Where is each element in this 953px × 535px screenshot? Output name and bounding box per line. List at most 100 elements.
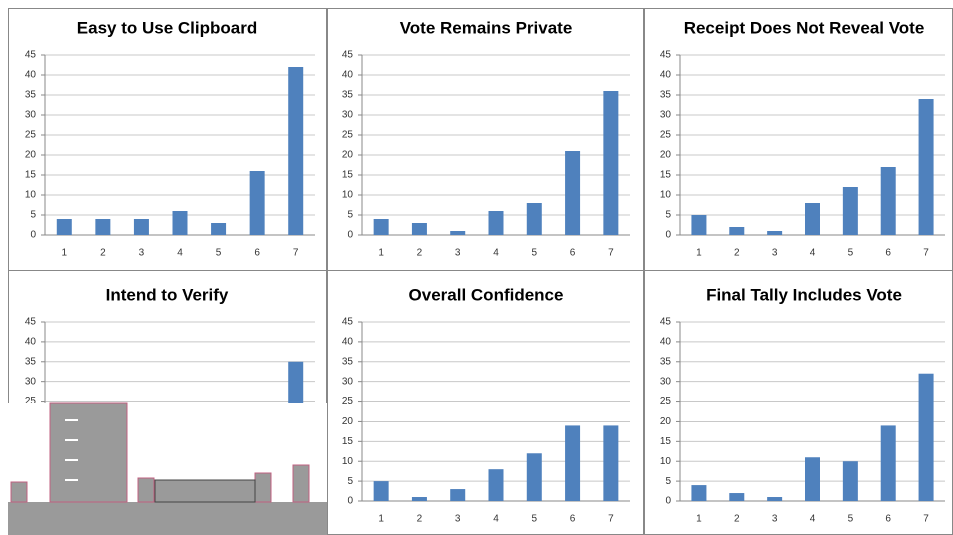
bar	[729, 493, 745, 501]
bar	[767, 497, 783, 501]
x-tick-label: 3	[772, 248, 778, 259]
y-tick-label: 10	[660, 456, 672, 467]
x-tick-label: 3	[455, 514, 461, 525]
bar	[411, 497, 427, 501]
y-tick-label: 5	[665, 210, 671, 221]
bar	[880, 167, 896, 235]
y-tick-label: 40	[342, 337, 354, 348]
y-tick-label: 10	[342, 456, 354, 467]
panel-border	[644, 8, 953, 271]
bar	[488, 211, 504, 235]
y-tick-label: 5	[30, 210, 36, 221]
x-tick-label: 6	[570, 248, 576, 259]
chart-title: Receipt Does Not Reveal Vote	[684, 18, 925, 37]
y-tick-label: 45	[342, 50, 354, 61]
x-tick-label: 4	[493, 514, 499, 525]
chart-title: Intend to Verify	[106, 285, 229, 304]
x-tick-label: 4	[810, 248, 816, 259]
y-tick-label: 15	[25, 170, 37, 181]
y-tick-label: 30	[660, 110, 672, 121]
x-tick-label: 7	[923, 514, 929, 525]
overlay-frame	[49, 402, 128, 503]
y-tick-label: 45	[660, 317, 672, 328]
y-tick-label: 10	[660, 190, 672, 201]
y-tick-label: 25	[660, 130, 672, 141]
bar	[373, 481, 389, 501]
bar	[488, 469, 504, 501]
x-tick-label: 1	[378, 248, 384, 259]
y-tick-label: 5	[347, 476, 353, 487]
bar	[211, 223, 227, 235]
bar	[411, 223, 427, 235]
y-tick-label: 45	[25, 317, 37, 328]
x-tick-label: 7	[293, 248, 299, 259]
x-tick-label: 4	[810, 514, 816, 525]
y-tick-label: 25	[25, 396, 37, 407]
bar	[373, 219, 389, 235]
x-tick-label: 1	[62, 248, 68, 259]
x-tick-label: 7	[608, 514, 614, 525]
y-tick-label: 15	[342, 170, 354, 181]
x-tick-label: 7	[923, 248, 929, 259]
x-tick-label: 5	[848, 514, 854, 525]
bar	[603, 91, 619, 235]
x-tick-label: 1	[378, 514, 384, 525]
x-tick-label: 2	[100, 248, 106, 259]
bar	[288, 67, 304, 235]
x-tick-label: 2	[417, 248, 423, 259]
bar	[95, 219, 111, 235]
bar	[918, 99, 934, 235]
y-tick-label: 40	[660, 337, 672, 348]
y-tick-label: 15	[342, 436, 354, 447]
y-tick-label: 25	[660, 396, 672, 407]
x-tick-label: 1	[696, 514, 702, 525]
bar	[767, 231, 783, 235]
x-tick-label: 4	[177, 248, 183, 259]
overlay	[8, 402, 327, 535]
y-tick-label: 35	[660, 356, 672, 367]
y-tick-label: 30	[342, 376, 354, 387]
bar	[842, 187, 858, 235]
y-tick-label: 40	[25, 337, 37, 348]
chart-title: Vote Remains Private	[400, 18, 573, 37]
y-tick-label: 0	[30, 230, 36, 241]
y-tick-label: 25	[25, 130, 37, 141]
y-tick-label: 5	[665, 476, 671, 487]
y-tick-label: 20	[342, 416, 354, 427]
y-tick-label: 25	[342, 130, 354, 141]
y-tick-label: 35	[25, 90, 37, 101]
y-tick-label: 20	[342, 150, 354, 161]
y-tick-label: 20	[660, 416, 672, 427]
y-tick-label: 0	[665, 496, 671, 507]
bar	[729, 227, 745, 235]
overlay-bar	[254, 472, 272, 503]
x-tick-label: 6	[570, 514, 576, 525]
y-tick-label: 15	[660, 170, 672, 181]
panel-border	[644, 270, 953, 535]
bar	[918, 373, 934, 501]
x-tick-label: 2	[734, 248, 740, 259]
y-tick-label: 35	[342, 356, 354, 367]
y-tick-label: 30	[660, 376, 672, 387]
y-tick-label: 40	[342, 70, 354, 81]
y-tick-label: 30	[25, 110, 37, 121]
y-tick-label: 35	[660, 90, 672, 101]
chart-title: Easy to Use Clipboard	[77, 18, 257, 37]
y-tick-label: 35	[342, 90, 354, 101]
y-tick-label: 45	[660, 50, 672, 61]
x-tick-label: 3	[455, 248, 461, 259]
x-tick-label: 4	[493, 248, 499, 259]
x-tick-label: 6	[254, 248, 260, 259]
y-tick-label: 0	[347, 230, 353, 241]
x-tick-label: 3	[772, 514, 778, 525]
y-tick-label: 40	[660, 70, 672, 81]
bar	[842, 461, 858, 501]
x-tick-label: 6	[885, 248, 891, 259]
x-tick-label: 5	[216, 248, 222, 259]
bar	[133, 219, 149, 235]
bar	[691, 215, 707, 235]
overlay-strip	[154, 479, 256, 503]
x-tick-label: 1	[696, 248, 702, 259]
